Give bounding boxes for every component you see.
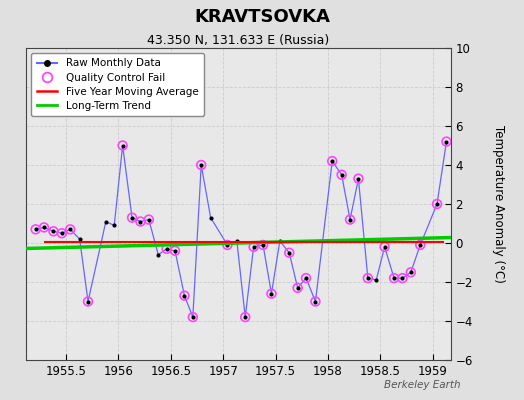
- Point: [75, 236, 84, 242]
- Point: [249, 244, 258, 250]
- Point: [364, 275, 372, 281]
- Point: [337, 172, 346, 178]
- Point: [337, 172, 346, 178]
- Point: [171, 248, 179, 254]
- Point: [102, 218, 110, 225]
- Point: [154, 252, 162, 258]
- Point: [249, 244, 258, 250]
- Point: [398, 275, 407, 281]
- Point: [136, 218, 145, 225]
- Point: [302, 275, 310, 281]
- Point: [84, 298, 92, 305]
- Y-axis label: Temperature Anomaly (°C): Temperature Anomaly (°C): [493, 125, 505, 283]
- Point: [180, 292, 189, 299]
- Point: [293, 285, 302, 291]
- Point: [433, 201, 441, 207]
- Point: [180, 292, 189, 299]
- Point: [49, 228, 58, 234]
- Text: KRAVTSOVKA: KRAVTSOVKA: [194, 8, 330, 26]
- Point: [259, 242, 267, 248]
- Point: [328, 158, 336, 164]
- Point: [58, 230, 66, 236]
- Point: [136, 218, 145, 225]
- Point: [416, 242, 424, 248]
- Point: [110, 222, 118, 229]
- Text: Berkeley Earth: Berkeley Earth: [385, 380, 461, 390]
- Point: [145, 216, 153, 223]
- Point: [189, 314, 197, 320]
- Point: [346, 216, 354, 223]
- Point: [128, 214, 136, 221]
- Point: [390, 275, 398, 281]
- Point: [390, 275, 398, 281]
- Point: [311, 298, 320, 305]
- Point: [364, 275, 372, 281]
- Point: [416, 242, 424, 248]
- Point: [398, 275, 407, 281]
- Point: [259, 242, 267, 248]
- Point: [442, 138, 451, 145]
- Point: [197, 162, 205, 168]
- Point: [311, 298, 320, 305]
- Point: [118, 142, 127, 149]
- Point: [442, 138, 451, 145]
- Point: [285, 250, 293, 256]
- Point: [58, 230, 66, 236]
- Point: [433, 201, 441, 207]
- Point: [40, 224, 48, 230]
- Point: [354, 176, 363, 182]
- Point: [267, 290, 276, 297]
- Title: 43.350 N, 131.633 E (Russia): 43.350 N, 131.633 E (Russia): [147, 34, 330, 47]
- Point: [407, 269, 415, 276]
- Point: [162, 246, 171, 252]
- Point: [233, 238, 241, 244]
- Point: [128, 214, 136, 221]
- Point: [66, 226, 74, 232]
- Point: [31, 226, 40, 232]
- Point: [189, 314, 197, 320]
- Point: [354, 176, 363, 182]
- Point: [206, 214, 215, 221]
- Point: [276, 238, 284, 244]
- Point: [223, 242, 232, 248]
- Point: [302, 275, 310, 281]
- Legend: Raw Monthly Data, Quality Control Fail, Five Year Moving Average, Long-Term Tren: Raw Monthly Data, Quality Control Fail, …: [31, 53, 204, 116]
- Point: [328, 158, 336, 164]
- Point: [49, 228, 58, 234]
- Point: [293, 285, 302, 291]
- Point: [31, 226, 40, 232]
- Point: [241, 314, 249, 320]
- Point: [40, 224, 48, 230]
- Point: [267, 290, 276, 297]
- Point: [241, 314, 249, 320]
- Point: [145, 216, 153, 223]
- Point: [84, 298, 92, 305]
- Point: [372, 277, 380, 283]
- Point: [380, 244, 389, 250]
- Point: [380, 244, 389, 250]
- Point: [223, 242, 232, 248]
- Point: [118, 142, 127, 149]
- Point: [346, 216, 354, 223]
- Point: [171, 248, 179, 254]
- Point: [407, 269, 415, 276]
- Point: [285, 250, 293, 256]
- Point: [66, 226, 74, 232]
- Point: [197, 162, 205, 168]
- Point: [162, 246, 171, 252]
